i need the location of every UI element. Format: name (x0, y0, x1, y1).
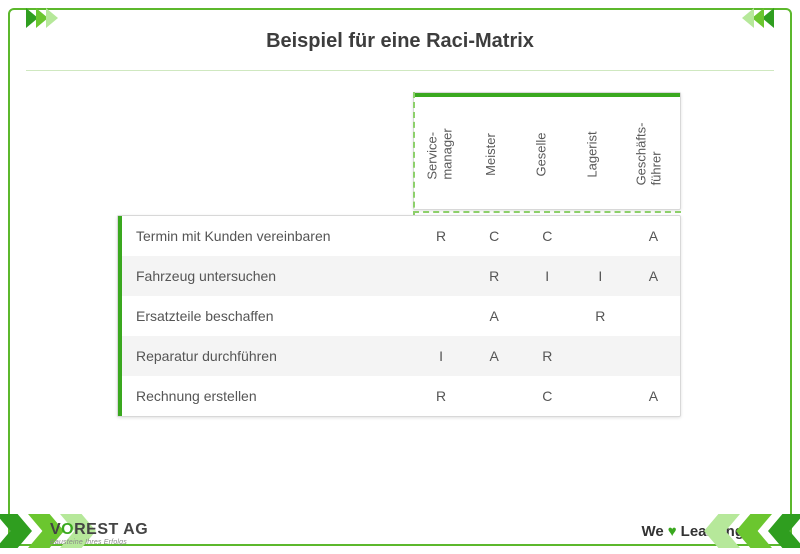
raci-cell: I (415, 336, 468, 376)
raci-cell: R (574, 296, 627, 336)
raci-cell: C (521, 376, 574, 416)
table-row: Ersatzteile beschaffen A R (118, 296, 680, 336)
raci-cell: C (468, 216, 521, 256)
raci-cell: R (415, 216, 468, 256)
column-header-label: Service-manager (425, 128, 455, 179)
table-row: Termin mit Kunden vereinbarenRCCA (118, 216, 680, 256)
corner-chevrons-top-right (742, 8, 772, 28)
column-header: Lagerist (567, 99, 618, 209)
raci-cell (521, 296, 574, 336)
raci-cell: A (627, 256, 680, 296)
raci-cell (574, 216, 627, 256)
task-label: Rechnung erstellen (118, 376, 415, 416)
raci-cell (415, 256, 468, 296)
raci-cell: A (627, 376, 680, 416)
raci-cell (468, 376, 521, 416)
column-header-label: Geschäfts-führer (634, 123, 664, 186)
column-header-label: Geselle (534, 132, 549, 176)
raci-cell (415, 296, 468, 336)
column-header-label: Meister (483, 133, 498, 176)
task-label: Termin mit Kunden vereinbaren (118, 216, 415, 256)
column-header-box: Service-manager Meister Geselle Lagerist Ges… (413, 92, 681, 210)
task-label: Ersatzteile beschaffen (118, 296, 415, 336)
footer: VOREST AG Bausteine Ihres Erfolgs We ♥ L… (0, 512, 800, 554)
table-row: Rechnung erstellenR C A (118, 376, 680, 416)
slogan-we: We (642, 523, 664, 540)
page-title: Beispiel für eine Raci-Matrix (0, 30, 800, 53)
heart-icon: ♥ (668, 523, 677, 540)
footer-chevrons-right (704, 514, 800, 548)
raci-cell: I (521, 256, 574, 296)
column-header: Geschäfts-führer (617, 99, 680, 209)
raci-cell: R (415, 376, 468, 416)
task-label: Reparatur durchführen (118, 336, 415, 376)
table-row: Fahrzeug untersuchenRIIA (118, 256, 680, 296)
raci-cell: R (521, 336, 574, 376)
raci-cell: C (521, 216, 574, 256)
task-label: Fahrzeug untersuchen (118, 256, 415, 296)
logo-rest: REST AG (74, 521, 148, 538)
raci-cell: A (468, 296, 521, 336)
raci-cell (627, 296, 680, 336)
column-header: Geselle (516, 99, 567, 209)
raci-cell: R (468, 256, 521, 296)
raci-cell (574, 376, 627, 416)
raci-cell: A (468, 336, 521, 376)
corner-chevrons-top-left (28, 8, 58, 28)
column-header-label: Lagerist (584, 131, 599, 177)
logo-o: O (61, 521, 74, 538)
table-row: Reparatur durchführenIAR (118, 336, 680, 376)
raci-cell: I (574, 256, 627, 296)
logo-v: V (50, 521, 61, 538)
dashed-divider-horizontal (413, 211, 681, 213)
brand-logo: VOREST AG Bausteine Ihres Erfolgs (50, 521, 148, 546)
raci-cell (574, 336, 627, 376)
rows-box: Termin mit Kunden vereinbarenRCCAFahrzeu… (117, 215, 681, 417)
column-header: Service-manager (414, 99, 465, 209)
logo-tagline: Bausteine Ihres Erfolgs (50, 539, 148, 546)
title-underline (26, 70, 774, 71)
raci-cell: A (627, 216, 680, 256)
column-header: Meister (465, 99, 516, 209)
raci-cell (627, 336, 680, 376)
